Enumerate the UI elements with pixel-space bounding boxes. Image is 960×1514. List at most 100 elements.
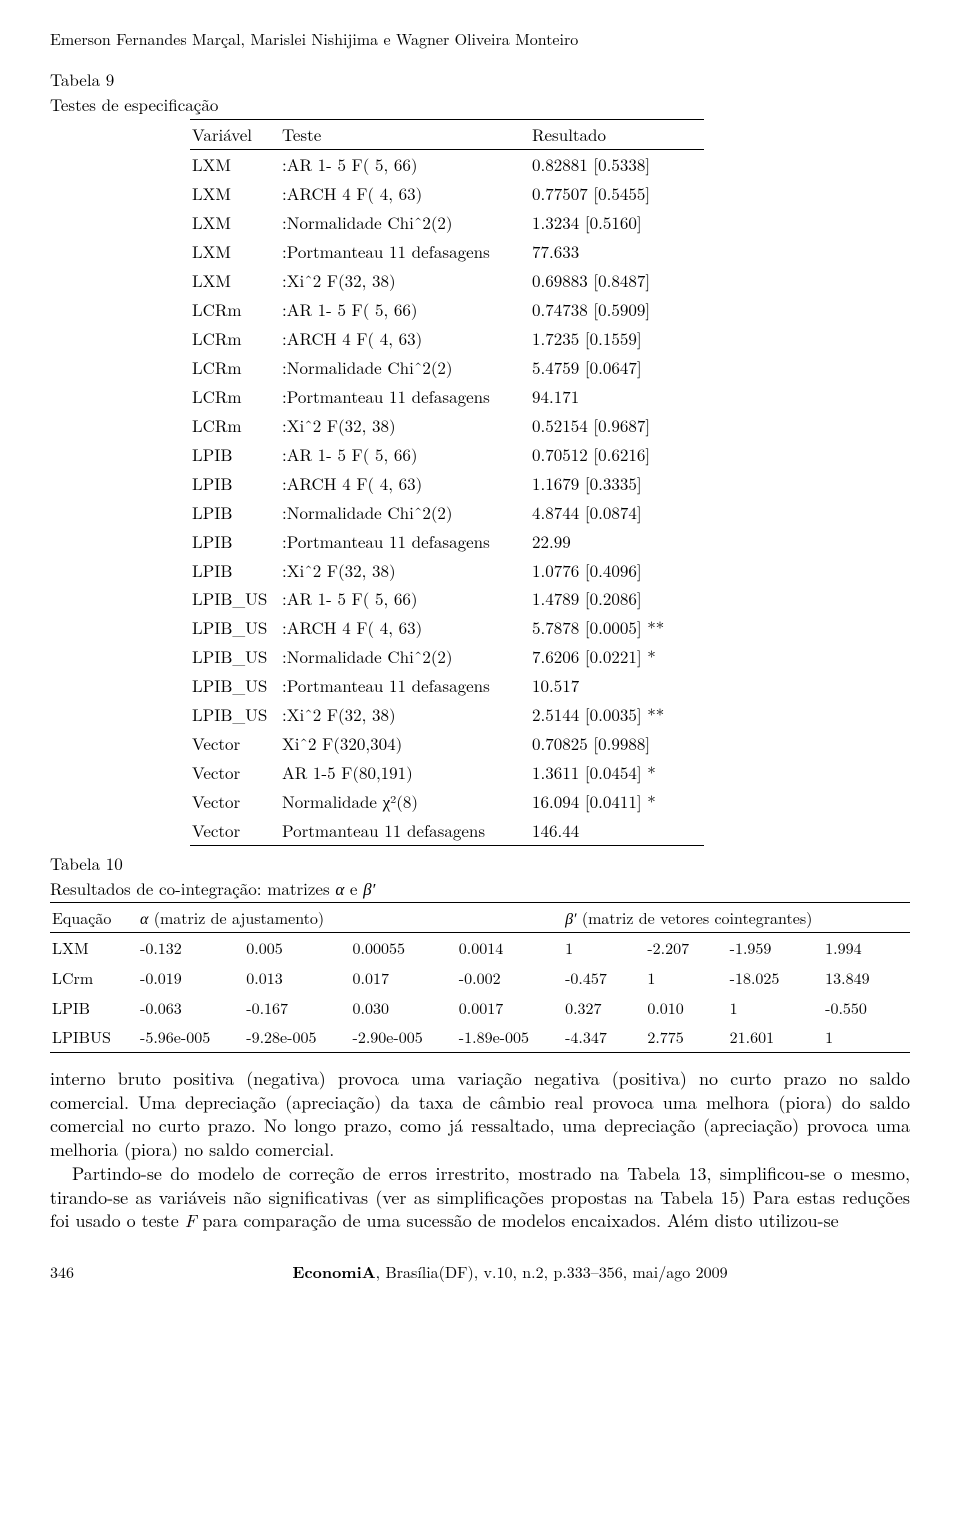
table9-cell-res: 5.7878 [0.0005] ** — [530, 613, 704, 642]
table9-cell-res: 0.52154 [0.9687] — [530, 411, 704, 440]
table9-cell-test: :Portmanteau 11 defasagens — [280, 671, 530, 700]
table9-cell-test: :Normalidade Chiˆ2(2) — [280, 498, 530, 527]
table9-row: LCRm:Portmanteau 11 defasagens94.171 — [190, 382, 704, 411]
table9-row: LPIB_US:Xiˆ2 F(32, 38)2.5144 [0.0035] ** — [190, 700, 704, 729]
table10-head-eq: Equação — [50, 902, 138, 933]
body-text: interno bruto positiva (negativa) provoc… — [50, 1067, 910, 1233]
table10-cell: 21.601 — [728, 1022, 824, 1052]
table9-caption: Testes de especificação — [50, 93, 910, 116]
table9-cell-test: :ARCH 4 F( 4, 63) — [280, 469, 530, 498]
table9-cell-res: 10.517 — [530, 671, 704, 700]
table9-cell-res: 0.69883 [0.8487] — [530, 266, 704, 295]
table10-cell: 1 — [823, 1022, 910, 1052]
table10-row: LPIBUS-5.96e-005-9.28e-005-2.90e-005-1.8… — [50, 1022, 910, 1052]
table9-cell-test: :Portmanteau 11 defasagens — [280, 237, 530, 266]
table10-cell: -2.207 — [645, 933, 727, 963]
table9-row: LXM:Xiˆ2 F(32, 38)0.69883 [0.8487] — [190, 266, 704, 295]
table9-cell-test: :Xiˆ2 F(32, 38) — [280, 556, 530, 585]
table9-cell-res: 0.70512 [0.6216] — [530, 440, 704, 469]
table9-row: VectorAR 1-5 F(80,191)1.3611 [0.0454] * — [190, 758, 704, 787]
table9: Variável Teste Resultado LXM:AR 1- 5 F( … — [190, 119, 704, 845]
table9-row: LPIB_US:Normalidade Chiˆ2(2)7.6206 [0.02… — [190, 642, 704, 671]
table9-cell-res: 2.5144 [0.0035] ** — [530, 700, 704, 729]
table9-row: LPIB:AR 1- 5 F( 5, 66)0.70512 [0.6216] — [190, 440, 704, 469]
page-footer: 346 EconomiA, Brasília(DF), v.10, n.2, p… — [50, 1261, 910, 1283]
table9-row: LCRm:ARCH 4 F( 4, 63)1.7235 [0.1559] — [190, 324, 704, 353]
table9-cell-test: :Normalidade Chiˆ2(2) — [280, 353, 530, 382]
table9-row: LPIB:ARCH 4 F( 4, 63)1.1679 [0.3335] — [190, 469, 704, 498]
table9-cell-var: LXM — [190, 237, 280, 266]
table9-row: LCRm:AR 1- 5 F( 5, 66)0.74738 [0.5909] — [190, 295, 704, 324]
table9-cell-test: Xiˆ2 F(320,304) — [280, 729, 530, 758]
table9-row: LXM:ARCH 4 F( 4, 63)0.77507 [0.5455] — [190, 179, 704, 208]
table9-cell-var: Vector — [190, 758, 280, 787]
table9-cell-test: :AR 1- 5 F( 5, 66) — [280, 440, 530, 469]
table10-cell: -1.89e-005 — [457, 1022, 563, 1052]
table9-cell-var: LCRm — [190, 382, 280, 411]
table10-cell: -0.132 — [138, 933, 244, 963]
table10-cell: 0.017 — [351, 963, 457, 993]
table9-cell-var: LXM — [190, 150, 280, 179]
table9-cell-test: Portmanteau 11 defasagens — [280, 816, 530, 845]
table10-cell: -0.002 — [457, 963, 563, 993]
table9-cell-res: 0.74738 [0.5909] — [530, 295, 704, 324]
page-number: 346 — [50, 1261, 110, 1283]
table9-row: LPIB_US:Portmanteau 11 defasagens10.517 — [190, 671, 704, 700]
table9-cell-res: 94.171 — [530, 382, 704, 411]
table9-cell-res: 1.0776 [0.4096] — [530, 556, 704, 585]
table9-cell-var: LPIB_US — [190, 671, 280, 700]
table10-cell: 0.00055 — [351, 933, 457, 963]
table10-row: LPIB-0.063-0.1670.0300.00170.3270.0101-0… — [50, 993, 910, 1023]
table9-cell-test: :Portmanteau 11 defasagens — [280, 382, 530, 411]
table9-cell-var: LCRm — [190, 411, 280, 440]
table10-cell: 13.849 — [823, 963, 910, 993]
table10-cell: 0.013 — [244, 963, 350, 993]
table9-cell-res: 1.1679 [0.3335] — [530, 469, 704, 498]
table9-cell-var: LPIB — [190, 469, 280, 498]
table10-cell: 1 — [645, 963, 727, 993]
table9-cell-res: 5.4759 [0.0647] — [530, 353, 704, 382]
table10-row: LCrm-0.0190.0130.017-0.002-0.4571-18.025… — [50, 963, 910, 993]
table9-cell-res: 16.094 [0.0411] * — [530, 787, 704, 816]
table10-row: LXM-0.1320.0050.000550.00141-2.207-1.959… — [50, 933, 910, 963]
table10-cell: -0.063 — [138, 993, 244, 1023]
table10-cell: 0.010 — [645, 993, 727, 1023]
table9-row: LXM:Portmanteau 11 defasagens77.633 — [190, 237, 704, 266]
table9-cell-var: LPIB_US — [190, 700, 280, 729]
table9-cell-var: LCRm — [190, 353, 280, 382]
table10-cell: -0.457 — [563, 963, 645, 993]
table9-row: LPIB_US:AR 1- 5 F( 5, 66)1.4789 [0.2086] — [190, 584, 704, 613]
paragraph-1: interno bruto positiva (negativa) provoc… — [50, 1067, 910, 1162]
table9-cell-res: 146.44 — [530, 816, 704, 845]
table10-cell: -5.96e-005 — [138, 1022, 244, 1052]
table9-head-test: Teste — [280, 120, 530, 150]
table10: Equação α (matriz de ajustamento) β′ (ma… — [50, 902, 910, 1053]
journal-citation: EconomiA, Brasília(DF), v.10, n.2, p.333… — [110, 1261, 910, 1283]
table10-cell: -0.019 — [138, 963, 244, 993]
table9-cell-var: LPIB — [190, 440, 280, 469]
table9-row: LPIB:Normalidade Chiˆ2(2)4.8744 [0.0874] — [190, 498, 704, 527]
table9-row: VectorPortmanteau 11 defasagens146.44 — [190, 816, 704, 845]
table9-cell-test: :Xiˆ2 F(32, 38) — [280, 700, 530, 729]
table10-cell: 0.030 — [351, 993, 457, 1023]
table9-row: LCRm:Xiˆ2 F(32, 38)0.52154 [0.9687] — [190, 411, 704, 440]
table9-cell-test: :Portmanteau 11 defasagens — [280, 527, 530, 556]
table10-cell: 0.0017 — [457, 993, 563, 1023]
table9-row: LXM:AR 1- 5 F( 5, 66)0.82881 [0.5338] — [190, 150, 704, 179]
table9-cell-res: 7.6206 [0.0221] * — [530, 642, 704, 671]
table9-row: VectorNormalidade χ²(8)16.094 [0.0411] * — [190, 787, 704, 816]
table9-cell-var: Vector — [190, 787, 280, 816]
table10-cell: 1 — [563, 933, 645, 963]
table10-head-alpha: α (matriz de ajustamento) — [138, 902, 563, 933]
table9-cell-var: LXM — [190, 208, 280, 237]
table9-cell-res: 4.8744 [0.0874] — [530, 498, 704, 527]
table9-row: LXM:Normalidade Chiˆ2(2)1.3234 [0.5160] — [190, 208, 704, 237]
table9-cell-res: 0.70825 [0.9988] — [530, 729, 704, 758]
table9-cell-test: :Xiˆ2 F(32, 38) — [280, 266, 530, 295]
table9-cell-test: Normalidade χ²(8) — [280, 787, 530, 816]
table10-cell: -4.347 — [563, 1022, 645, 1052]
table9-cell-var: LCRm — [190, 295, 280, 324]
table10-caption: Resultados de co-integração: matrizes α … — [50, 877, 910, 900]
table9-cell-res: 0.82881 [0.5338] — [530, 150, 704, 179]
table10-cell-eq: LXM — [50, 933, 138, 963]
